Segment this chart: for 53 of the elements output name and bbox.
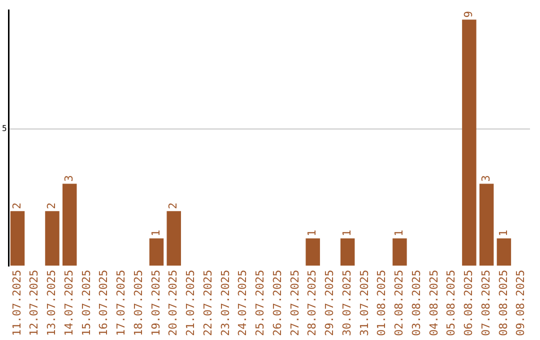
x-tick-label: 04.08.2025	[427, 270, 440, 336]
data-label: 2	[10, 202, 24, 210]
x-tick-label: 15.07.2025	[80, 270, 93, 336]
x-tick-label: 12.07.2025	[28, 270, 41, 336]
data-label: 1	[340, 230, 354, 236]
bar	[10, 211, 25, 266]
data-label: 1	[392, 230, 406, 236]
x-tick-label: 14.07.2025	[62, 270, 76, 336]
x-tick-label: 30.07.2025	[340, 270, 354, 336]
data-label: 2	[166, 202, 180, 210]
bar	[462, 20, 476, 266]
x-tick-label: 31.07.2025	[358, 270, 371, 336]
x-tick-label: 25.07.2025	[254, 270, 267, 336]
x-tick-label: 17.07.2025	[114, 270, 128, 336]
x-tick-label: 23.07.2025	[218, 270, 232, 336]
x-tick-label: 28.07.2025	[306, 270, 319, 336]
x-tick-label: 13.07.2025	[45, 270, 58, 336]
x-tick-label: 18.07.2025	[132, 270, 145, 336]
x-tick-label: 19.07.2025	[149, 270, 162, 336]
x-tick-label: 21.07.2025	[184, 270, 198, 336]
bar	[340, 238, 355, 266]
x-tick-label: 07.08.2025	[479, 270, 492, 336]
x-tick-label: 27.07.2025	[288, 270, 302, 336]
bar	[149, 238, 164, 266]
bar	[392, 238, 407, 266]
x-tick-label: 02.08.2025	[392, 270, 406, 336]
x-tick-label: 16.07.2025	[97, 270, 110, 336]
x-tick-label: 29.07.2025	[323, 270, 336, 336]
x-tick-label: 24.07.2025	[236, 270, 250, 336]
bar	[45, 211, 60, 266]
bar	[306, 238, 320, 266]
x-tick-label: 03.08.2025	[410, 270, 423, 336]
bar	[166, 211, 181, 266]
x-tick-label: 26.07.2025	[270, 270, 284, 336]
x-tick-label: 22.07.2025	[201, 270, 214, 336]
data-label: 1	[306, 230, 319, 236]
x-tick-label: 05.08.2025	[444, 270, 458, 336]
x-tick-label: 01.08.2025	[375, 270, 388, 336]
x-tick-label: 09.08.2025	[514, 270, 528, 336]
x-tick-label: 06.08.2025	[462, 270, 476, 336]
bar	[496, 238, 512, 266]
data-label: 9	[462, 10, 476, 18]
data-label: 1	[496, 230, 510, 236]
data-label: 3	[62, 175, 76, 182]
data-label: 1	[149, 230, 162, 236]
y-tick-label: 5	[2, 124, 7, 134]
x-tick-label: 08.08.2025	[496, 270, 510, 336]
x-tick-label: 20.07.2025	[166, 270, 180, 336]
x-tick-label: 11.07.2025	[10, 270, 24, 336]
bar	[479, 184, 494, 266]
bar	[62, 184, 77, 266]
data-label: 2	[45, 202, 58, 210]
data-label: 3	[479, 175, 492, 182]
